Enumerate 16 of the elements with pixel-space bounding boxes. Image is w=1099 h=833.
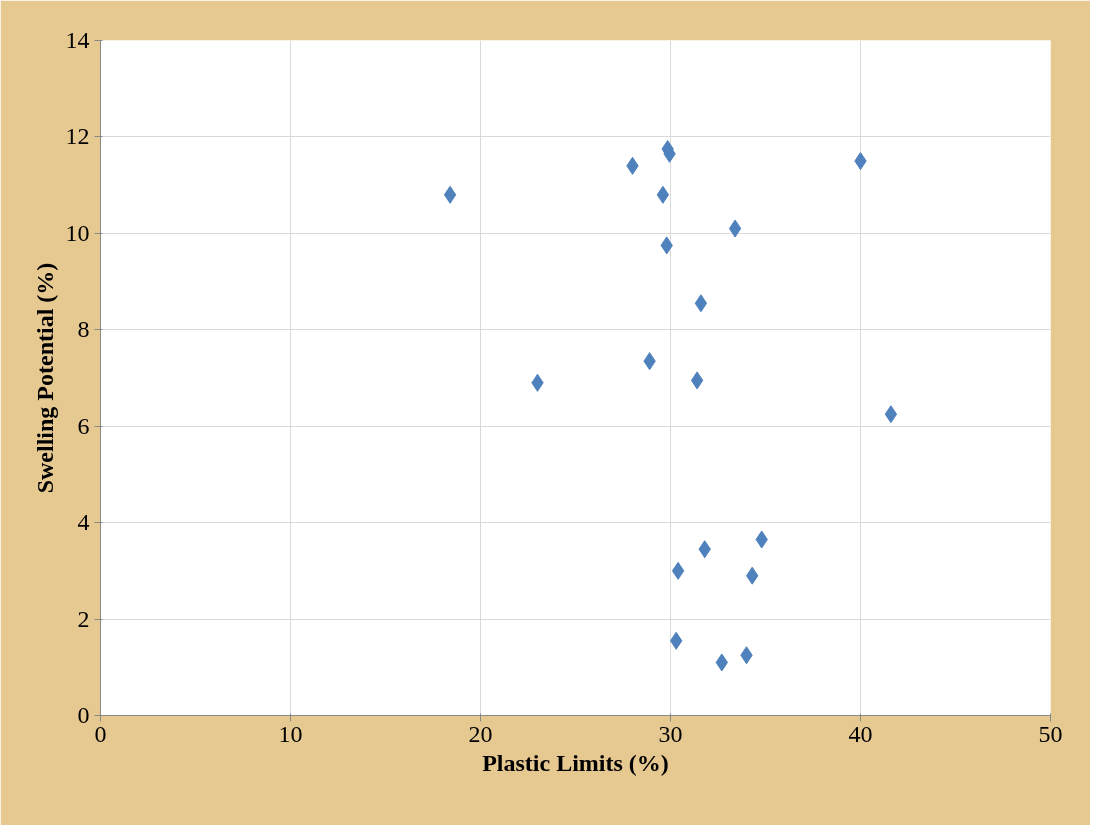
x-tick-label: 10 bbox=[278, 720, 303, 747]
y-tick-label: 6 bbox=[77, 412, 90, 439]
x-tick-label: 20 bbox=[468, 720, 493, 747]
y-axis-title: Swelling Potential (%) bbox=[31, 262, 58, 494]
x-tick-label: 30 bbox=[658, 720, 683, 747]
x-tick-label: 50 bbox=[1038, 720, 1063, 747]
x-axis-title: Plastic Limits (%) bbox=[482, 749, 669, 776]
y-tick-label: 2 bbox=[77, 605, 90, 632]
y-tick-label: 4 bbox=[77, 509, 90, 536]
x-tick-label: 40 bbox=[848, 720, 873, 747]
y-tick-label: 10 bbox=[65, 219, 90, 246]
x-tick-label: 0 bbox=[94, 720, 107, 747]
y-tick-label: 0 bbox=[77, 702, 90, 728]
y-tick-label: 14 bbox=[65, 27, 90, 53]
y-tick-label: 12 bbox=[65, 123, 90, 150]
y-tick-label: 8 bbox=[77, 316, 90, 343]
